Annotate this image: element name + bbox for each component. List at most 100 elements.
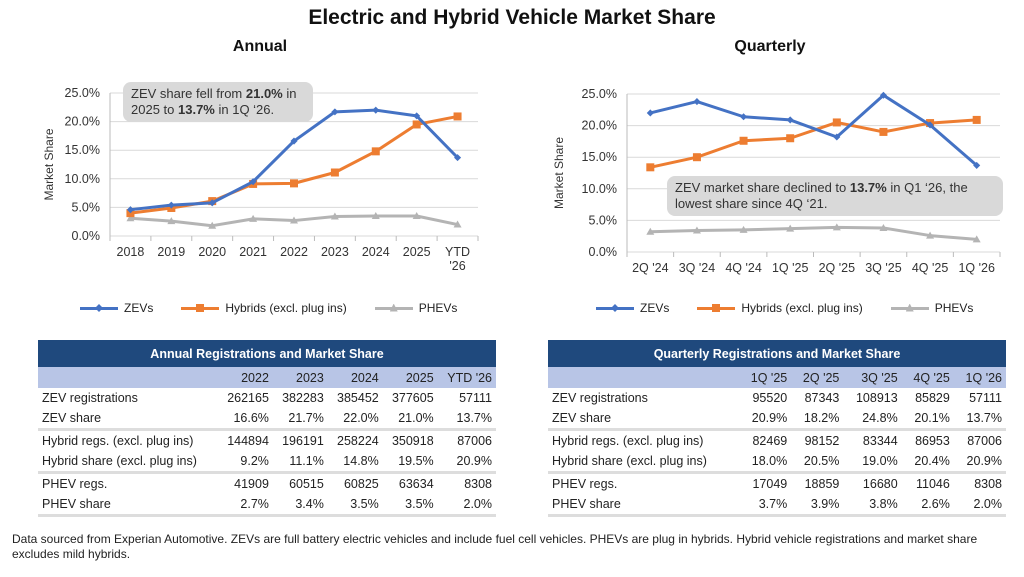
y-tick-label: 5.0% — [72, 200, 101, 214]
table-row: PHEV regs. 17049 18859 16680 11046 8308 — [548, 471, 1006, 494]
table-cell: 41909 — [217, 471, 273, 494]
table-cell: 20.9% — [456, 454, 492, 468]
row-label: Hybrid regs. (excl. plug ins) — [548, 428, 740, 451]
table-cell: 57111 — [969, 391, 1002, 405]
x-tick-label: 1Q '25 — [772, 261, 808, 275]
x-tick-label: 1Q '26 — [958, 261, 994, 275]
table-row: ZEV share 16.6% 21.7% 22.0% 21.0% 13.7% — [38, 408, 496, 430]
table-cell: 22.0% — [343, 411, 379, 425]
y-tick-label: 10.0% — [582, 182, 617, 196]
table-cell: 385452 — [337, 391, 379, 405]
table-cell: 95520 — [752, 391, 788, 405]
table-cell: 82469 — [739, 428, 792, 451]
column-header: 4Q '25 — [901, 367, 954, 388]
zev-point — [833, 133, 841, 141]
series-line-hybrids — [649, 118, 977, 169]
zev-point — [290, 137, 298, 145]
zev-point — [646, 109, 654, 117]
table-cell: 19.0% — [862, 454, 898, 468]
table-row: PHEV regs. 41909 60515 60825 63634 8308 — [38, 471, 496, 494]
zev-point — [740, 113, 748, 121]
table-cell: 98152 — [791, 428, 844, 451]
column-header: YTD '26 — [437, 367, 496, 388]
page-title: Electric and Hybrid Vehicle Market Share — [308, 6, 716, 29]
table-cell: 11046 — [901, 471, 954, 494]
annual-legend: ZEVs Hybrids (excl. plug ins) PHEVs — [80, 301, 457, 315]
x-tick-label: 2022 — [280, 245, 308, 259]
phev-point — [646, 227, 655, 235]
x-tick-label: 2019 — [157, 245, 185, 259]
x-tick-label: 4Q '25 — [912, 261, 948, 275]
table-row: Hybrid share (excl. plug ins) 9.2% 11.1% 14… — [38, 451, 496, 473]
annual-annotation: ZEV share fell from 21.0% in 2025 to 13.… — [123, 82, 313, 122]
phev-point — [739, 225, 748, 233]
table-title: Quarterly Registrations and Market Share — [548, 340, 1006, 367]
row-label: ZEV registrations — [552, 391, 648, 405]
hybrid-point — [412, 120, 421, 129]
y-tick-label: 15.0% — [582, 150, 617, 164]
series-line-zevs — [649, 93, 978, 167]
hybrid-point — [692, 153, 701, 162]
table-title: Annual Registrations and Market Share — [38, 340, 496, 367]
table-cell: 377605 — [391, 391, 434, 405]
phev-point — [453, 220, 462, 228]
row-label: Hybrid share (excl. plug ins) — [42, 454, 197, 468]
y-axis-label: Market Share — [552, 137, 566, 209]
table-cell: 382283 — [282, 391, 324, 405]
column-header: 2025 — [382, 367, 438, 388]
table-cell: 196191 — [272, 428, 328, 451]
row-label: Hybrid share (excl. plug ins) — [552, 454, 707, 468]
series-line-hybrids — [130, 114, 458, 215]
zev-point — [208, 199, 216, 207]
quarterly-annotation: ZEV market share declined to 13.7% in Q1… — [667, 176, 1003, 216]
table-cell: 20.1% — [914, 411, 950, 425]
zev-point — [331, 108, 339, 116]
hybrid-point — [453, 112, 462, 121]
table-cell: 13.7% — [456, 411, 492, 425]
table-header-row: 2022 2023 2024 2025 YTD '26 — [38, 367, 496, 388]
x-tick-label: 3Q '24 — [679, 261, 715, 275]
table-cell: 350918 — [382, 428, 438, 451]
row-label: Hybrid regs. (excl. plug ins) — [38, 428, 218, 451]
table-cell: 20.5% — [803, 454, 840, 468]
y-axis-label: Market Share — [42, 128, 56, 200]
phev-point — [412, 211, 421, 219]
table-cell: 8308 — [953, 471, 1006, 494]
table-cell: 13.7% — [966, 411, 1002, 425]
row-label: ZEV share — [42, 411, 102, 425]
zev-point — [454, 154, 462, 162]
phev-point — [167, 217, 176, 225]
legend-hybrids: Hybrids (excl. plug ins) — [697, 301, 863, 315]
zev-point — [167, 201, 175, 209]
table-cell: 63634 — [382, 471, 438, 494]
hybrid-point — [972, 115, 981, 124]
zev-point — [413, 112, 421, 120]
table-cell: 2.6% — [901, 494, 954, 517]
table-cell: 8308 — [437, 471, 496, 494]
y-tick-label: 25.0% — [65, 86, 100, 100]
y-tick-label: 25.0% — [582, 87, 617, 101]
zev-point — [926, 121, 934, 129]
x-tick-label: 2020 — [198, 245, 226, 259]
table-cell: 16680 — [843, 471, 902, 494]
footer-note: Data sourced from Experian Automotive. Z… — [12, 532, 978, 561]
column-header — [548, 367, 740, 388]
hybrid-point — [646, 163, 655, 172]
table-cell: 21.0% — [398, 411, 434, 425]
zev-point — [786, 116, 794, 124]
row-label: PHEV regs. — [38, 471, 218, 494]
table-row: PHEV share 2.7% 3.4% 3.5% 3.5% 2.0% — [38, 494, 496, 517]
row-label: PHEV share — [548, 494, 740, 517]
row-label: ZEV share — [552, 411, 612, 425]
table-cell: 3.9% — [791, 494, 844, 517]
phev-point — [249, 214, 258, 222]
table-cell: 2.0% — [437, 494, 496, 517]
legend-zevs: ZEVs — [80, 301, 153, 315]
series-line-phevs — [650, 225, 977, 241]
table-cell: 17049 — [739, 471, 792, 494]
series-line-zevs — [130, 108, 459, 212]
phev-point — [832, 223, 841, 231]
x-tick-label: 4Q '24 — [725, 261, 761, 275]
phev-point — [330, 212, 339, 220]
phev-point — [879, 223, 888, 231]
